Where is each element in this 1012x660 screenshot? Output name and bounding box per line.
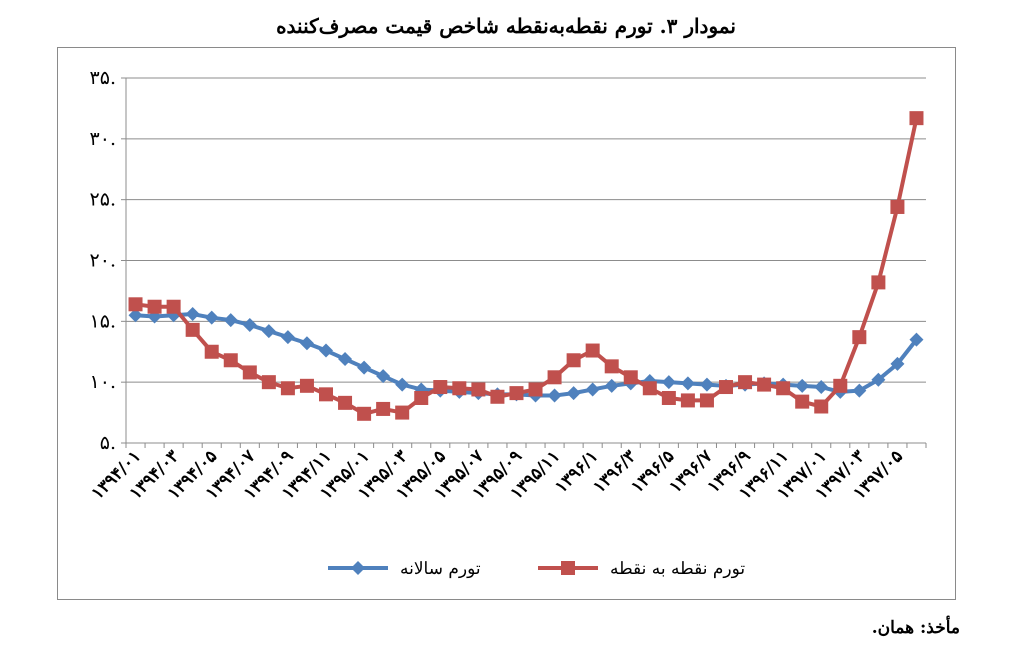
line-chart: ۵.۱۰.۱۵.۲۰.۲۵.۳۰.۳۵.۱۳۹۴/۰۱۱۳۹۴/۰۳۱۳۹۴/۰… (88, 67, 927, 579)
y-tick-label: ۱۰. (90, 371, 116, 393)
data-point-diamond (395, 377, 410, 392)
data-point-square (566, 353, 581, 368)
data-point-diamond (280, 330, 295, 345)
data-point-diamond (242, 317, 257, 332)
data-point-diamond (376, 369, 391, 384)
data-point-square (261, 375, 276, 390)
data-point-square (185, 322, 200, 337)
data-point-square (852, 330, 867, 345)
data-point-diamond (699, 377, 714, 392)
data-point-diamond (319, 343, 333, 358)
data-point-square (776, 381, 791, 396)
data-point-diamond (204, 310, 219, 325)
data-point-diamond (852, 383, 867, 398)
data-point-square (623, 370, 638, 385)
data-point-square (376, 401, 391, 416)
x-tick-label: ۱۳۹۶/۳ (589, 446, 640, 497)
y-tick-label: ۵. (100, 432, 116, 454)
chart-title: نمودار ۳. تورم نقطه‌به‌نقطه شاخص قیمت مص… (276, 14, 736, 38)
legend-label-2: تورم نقطه به نقطه (610, 559, 745, 579)
data-point-diamond (128, 308, 143, 323)
legend-label-1: تورم سالانه (400, 559, 481, 579)
data-point-square (128, 297, 143, 312)
y-tick-label: ۲۰. (90, 250, 116, 272)
data-point-square (223, 353, 238, 368)
y-tick-label: ۳۵. (90, 67, 116, 89)
data-point-diamond (871, 372, 886, 387)
data-point-square (280, 381, 295, 396)
data-point-square (242, 365, 257, 380)
data-point-square (509, 386, 524, 401)
x-tick-label: ۱۳۹۶/۱ (551, 446, 602, 497)
x-tick-label: ۱۳۹۶/۵ (628, 446, 679, 497)
data-point-diamond (566, 386, 581, 401)
data-point-square (719, 380, 733, 395)
data-point-square (699, 393, 714, 408)
y-tick-label: ۱۵. (90, 310, 116, 332)
data-point-diamond (585, 382, 600, 397)
data-point-diamond (661, 375, 676, 390)
data-point-square (680, 393, 695, 408)
data-point-diamond (185, 307, 200, 322)
data-point-square (204, 344, 219, 359)
data-point-square (319, 387, 333, 402)
data-point-square (147, 299, 162, 314)
data-point-square (452, 381, 467, 396)
data-point-diamond (604, 378, 619, 393)
data-point-square (395, 405, 410, 420)
data-point-square (661, 390, 676, 405)
source-note: مأخذ: همان. (871, 618, 960, 638)
chart-frame: ۵. ۱۰. ۱۵. ۲۰. ۲۵. ۳۰. ۳۵. ۱۳۹۴/۰۱ ۱۳۹۴/۰۳ ۱۳۹۴/۰… (57, 47, 956, 600)
data-point-square (338, 395, 353, 410)
data-point-diamond (338, 352, 353, 367)
data-point-diamond (909, 332, 924, 347)
data-point-diamond (547, 388, 562, 403)
data-point-square (814, 399, 829, 414)
data-point-square (738, 375, 753, 390)
data-point-square (642, 381, 657, 396)
data-point-diamond (890, 356, 905, 371)
data-point-square (833, 378, 848, 393)
data-point-diamond (680, 376, 695, 391)
data-point-square (757, 377, 772, 392)
data-point-square (547, 370, 562, 385)
data-point-square (528, 382, 543, 397)
data-point-diamond (261, 324, 276, 339)
data-point-square (909, 111, 924, 126)
data-point-square (585, 343, 600, 358)
data-point-square (471, 382, 486, 397)
data-point-square (795, 394, 810, 409)
data-point-square (490, 389, 505, 404)
data-point-diamond (299, 336, 314, 351)
data-point-square (890, 199, 905, 214)
y-tick-label: ۲۵. (90, 189, 116, 211)
data-point-square (433, 380, 448, 395)
data-point-diamond (814, 380, 829, 395)
data-point-square (299, 378, 314, 393)
data-point-square (604, 359, 619, 374)
data-point-diamond (357, 360, 372, 375)
data-point-square (357, 406, 372, 421)
data-point-diamond (795, 378, 810, 393)
data-point-square (414, 390, 429, 405)
y-tick-label: ۳۰. (90, 128, 116, 150)
legend-marker-diamond (351, 561, 365, 575)
data-point-square (871, 275, 886, 290)
data-point-square (166, 299, 181, 314)
data-point-diamond (223, 313, 238, 328)
legend-marker-square (561, 561, 575, 575)
